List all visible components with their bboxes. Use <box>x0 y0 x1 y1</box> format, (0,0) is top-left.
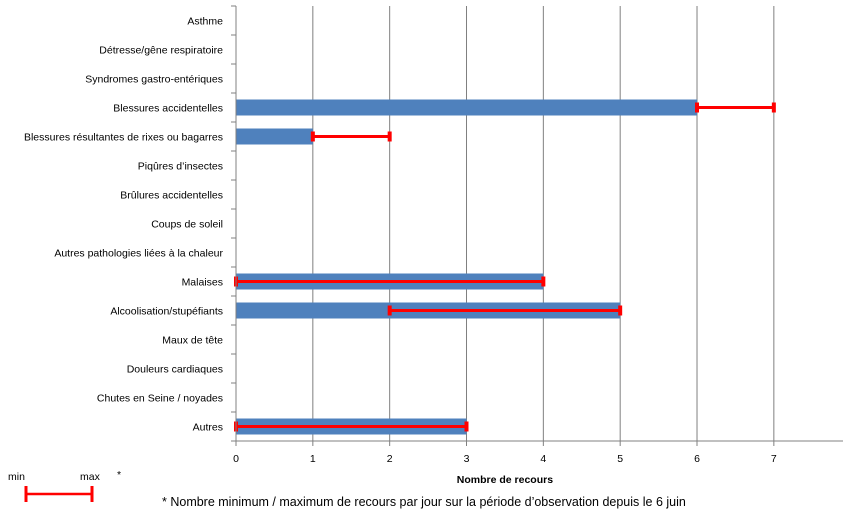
x-axis-title: Nombre de recours <box>457 474 553 486</box>
category-label: Blessures accidentelles <box>113 103 223 115</box>
category-label: Autres pathologies liées à la chaleur <box>54 248 223 260</box>
x-tick-label: 2 <box>387 453 393 465</box>
category-label: Alcoolisation/stupéfiants <box>110 306 223 318</box>
category-label: Détresse/gêne respiratoire <box>99 45 223 57</box>
x-tick-label: 7 <box>771 453 777 465</box>
category-label: Piqûres d’insectes <box>138 161 223 173</box>
legend-max-label: max <box>80 471 101 483</box>
grid-lines <box>312 6 775 441</box>
category-label: Autres <box>193 422 223 434</box>
bar <box>236 99 698 116</box>
axes <box>231 5 843 446</box>
category-labels: Asthme Détresse/gêne respiratoire Syndrome… <box>24 16 224 434</box>
category-label: Maux de tête <box>162 335 223 347</box>
x-tick-label: 3 <box>464 453 470 465</box>
x-tick-label: 1 <box>310 453 316 465</box>
x-tick-label: 5 <box>617 453 623 465</box>
category-label: Coups de soleil <box>151 219 223 231</box>
category-label: Chutes en Seine / noyades <box>97 393 223 405</box>
footnote: * Nombre minimum / maximum de recours pa… <box>162 495 686 509</box>
bar <box>236 128 313 145</box>
x-tick-label: 6 <box>694 453 700 465</box>
category-label: Douleurs cardiaques <box>127 364 223 376</box>
legend-asterisk: * <box>117 469 121 481</box>
x-tick-label: 4 <box>540 453 546 465</box>
category-label: Syndromes gastro-entériques <box>85 74 223 86</box>
legend: min max * <box>8 469 121 502</box>
x-tick-labels: 0 1 2 3 4 5 6 7 <box>233 453 777 465</box>
category-label: Malaises <box>182 277 223 289</box>
category-label: Blessures résultantes de rixes ou bagarr… <box>24 132 223 144</box>
legend-min-label: min <box>8 471 25 483</box>
min-max-ranges <box>234 102 776 432</box>
x-tick-label: 0 <box>233 453 239 465</box>
category-label: Brûlures accidentelles <box>120 190 223 202</box>
category-label: Asthme <box>187 16 223 28</box>
